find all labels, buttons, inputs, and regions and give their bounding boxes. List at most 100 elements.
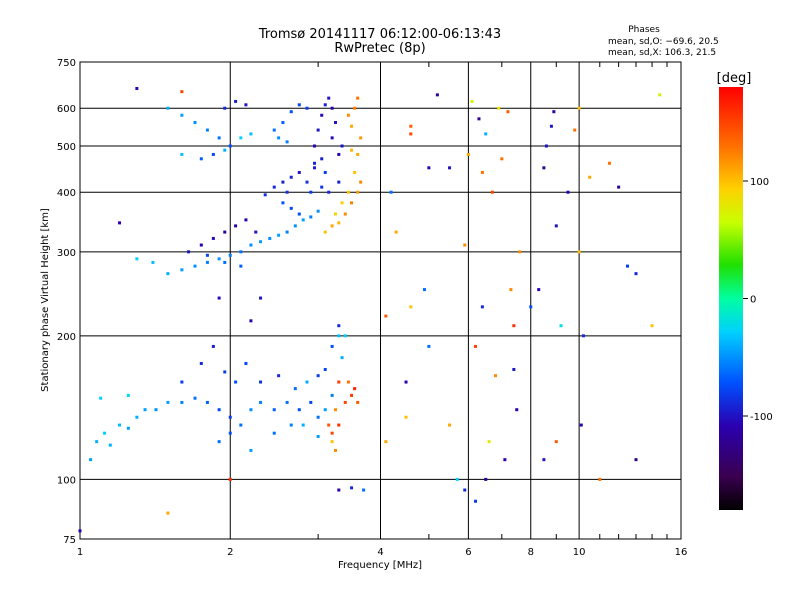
data-point [497, 106, 501, 110]
data-point [205, 253, 209, 257]
data-point [463, 488, 467, 492]
data-point [455, 477, 459, 481]
chart-subtitle: RwPretec (8p) [334, 41, 425, 56]
plot-area: 1 2 4 6 8 10 16 75 100 200 300 400 500 600 750 [57, 58, 687, 558]
data-point [473, 344, 477, 348]
data-point [143, 408, 147, 412]
data-point [254, 230, 258, 234]
data-point [205, 400, 209, 404]
data-point [272, 128, 276, 132]
data-point [277, 374, 281, 378]
data-point [427, 344, 431, 348]
data-point [389, 190, 393, 194]
data-point [118, 221, 122, 225]
data-point [249, 132, 253, 136]
data-point [281, 180, 285, 184]
data-point [285, 190, 289, 194]
data-point [239, 264, 243, 268]
data-point [333, 408, 337, 412]
data-point [350, 393, 354, 397]
data-point [598, 477, 602, 481]
data-point [577, 106, 581, 110]
stats-line-o: mean, sd,O: −69.6, 20.5 [608, 37, 719, 47]
data-point [166, 511, 170, 515]
data-point [259, 400, 263, 404]
data-point [239, 250, 243, 254]
data-point [103, 431, 107, 435]
x-tick-label: 16 [675, 547, 688, 558]
data-point [470, 99, 474, 103]
data-point [573, 128, 577, 132]
data-point [78, 529, 82, 533]
data-point [244, 361, 248, 365]
x-axis-ticks: 1 2 4 6 8 10 16 [77, 62, 688, 558]
data-point [259, 296, 263, 300]
data-point [272, 408, 276, 412]
data-point [542, 166, 546, 170]
data-point [480, 305, 484, 309]
stats-line-x: mean, sd,X: 106.3, 21.5 [608, 48, 716, 58]
data-points [78, 86, 662, 533]
data-point [249, 408, 253, 412]
data-point [244, 103, 248, 107]
data-point [333, 121, 337, 125]
data-point [180, 268, 184, 272]
data-point [404, 415, 408, 419]
data-point [323, 103, 327, 107]
data-point [249, 243, 253, 247]
data-point [223, 148, 227, 152]
stats-heading: Phases [628, 25, 660, 35]
data-point [435, 93, 439, 97]
data-point [512, 367, 516, 371]
data-point [384, 314, 388, 318]
data-point [249, 448, 253, 452]
data-point [154, 408, 158, 412]
data-point [205, 260, 209, 264]
data-point [180, 113, 184, 117]
data-point [384, 440, 388, 444]
data-point [285, 230, 289, 234]
data-point [581, 334, 585, 338]
data-point [337, 488, 341, 492]
data-point [353, 106, 357, 110]
data-point [135, 86, 139, 90]
data-point [277, 233, 281, 237]
data-point [634, 272, 638, 276]
data-point [217, 296, 221, 300]
data-point [126, 393, 130, 397]
x-tick-label: 10 [573, 547, 586, 558]
data-point [409, 305, 413, 309]
data-point [330, 224, 334, 228]
data-point [293, 387, 297, 391]
data-point [566, 190, 570, 194]
data-point [559, 324, 563, 328]
data-point [463, 243, 467, 247]
data-point [323, 170, 327, 174]
data-point [346, 380, 350, 384]
data-point [518, 250, 522, 254]
data-point [301, 423, 305, 427]
colorbar-ticks: 100 0 -100 [743, 177, 773, 423]
data-point [289, 175, 293, 179]
data-point [340, 201, 344, 205]
data-point [217, 257, 221, 261]
data-point [343, 400, 347, 404]
data-point [268, 236, 272, 240]
y-tick-label: 100 [57, 475, 76, 486]
data-point [552, 110, 556, 114]
data-point [490, 190, 494, 194]
data-point [180, 400, 184, 404]
data-point [277, 136, 281, 140]
data-point [312, 161, 316, 165]
data-point [309, 190, 313, 194]
data-point [625, 264, 629, 268]
colorbar-gradient [719, 87, 743, 510]
data-point [166, 106, 170, 110]
data-point [340, 356, 344, 360]
data-point [228, 431, 232, 435]
data-point [487, 440, 491, 444]
data-point [503, 458, 507, 462]
data-point [199, 243, 203, 247]
data-point [359, 136, 363, 140]
